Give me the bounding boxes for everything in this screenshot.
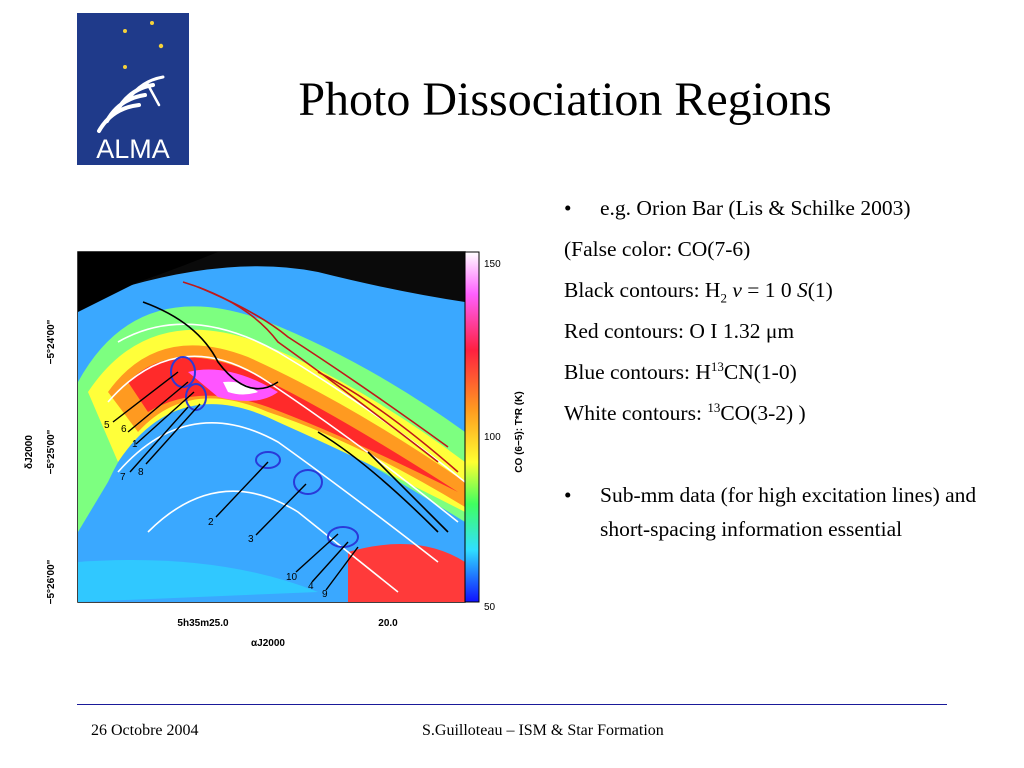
line-text: Blue contours: H xyxy=(564,360,711,384)
logo-text: ALMA xyxy=(96,134,170,164)
italic-text: S xyxy=(797,278,808,302)
colorbar-tick: 50 xyxy=(484,602,496,613)
bullet-text: e.g. Orion Bar (Lis & Schilke 2003) xyxy=(600,196,911,220)
y-tick: −5°26'00" xyxy=(46,559,57,604)
region-label: 6 xyxy=(121,424,127,435)
colorbar-tick: 150 xyxy=(484,259,501,270)
region-label: 4 xyxy=(308,581,314,592)
alma-logo: ALMA xyxy=(77,13,189,165)
colorbar-label: CO (6−5): T*R (K) xyxy=(514,391,525,472)
superscript: 13 xyxy=(707,399,721,415)
region-label: 3 xyxy=(248,534,254,545)
text-line: (False color: CO(7-6) xyxy=(564,237,751,261)
region-label: 10 xyxy=(286,572,298,583)
bullet-item: • e.g. Orion Bar (Lis & Schilke 2003) xyxy=(564,188,1022,229)
region-label: 7 xyxy=(120,472,126,483)
false-color-map xyxy=(78,252,465,602)
y-tick: −5°24'00" xyxy=(46,319,57,364)
x-axis-label: αJ2000 xyxy=(251,638,285,649)
region-label: 1 xyxy=(132,439,138,450)
orion-bar-figure: 5 6 1 7 8 2 3 10 4 9 150 100 50 CO (6−5)… xyxy=(24,251,525,649)
subscript: 2 xyxy=(720,290,727,306)
footer-date: 26 Octobre 2004 xyxy=(91,722,199,739)
star-icons xyxy=(123,21,164,69)
line-text: (1) xyxy=(807,278,833,302)
x-tick: 20.0 xyxy=(378,618,398,629)
bullet-text: Sub-mm data (for high excitation lines) … xyxy=(600,483,977,541)
region-label: 5 xyxy=(104,420,110,431)
superscript: 13 xyxy=(710,358,724,374)
footer-author: S.Guilloteau – ISM & Star Formation xyxy=(422,722,664,739)
line-text: = 1 0 xyxy=(741,278,798,302)
bullet-list: • e.g. Orion Bar (Lis & Schilke 2003) (Fa… xyxy=(564,188,1022,434)
colorbar-tick: 100 xyxy=(484,432,501,443)
line-text: CO(3-2) ) xyxy=(720,401,806,425)
region-label: 2 xyxy=(208,517,214,528)
region-label: 9 xyxy=(322,589,328,600)
text-line: Black contours: H2 v = 1 0 S(1) xyxy=(564,270,1022,311)
x-tick: 5h35m25.0 xyxy=(177,618,229,629)
y-tick: −5°25'00" xyxy=(46,429,57,474)
line-text: Black contours: H xyxy=(564,278,721,302)
text-line: White contours: 13CO(3-2) ) xyxy=(564,393,1022,434)
slide-title: Photo Dissociation Regions xyxy=(298,73,832,126)
footer-divider xyxy=(77,704,947,705)
italic-text: v xyxy=(732,278,742,302)
bullet-item: • Sub-mm data (for high excitation lines… xyxy=(564,478,1022,546)
line-text: White contours: xyxy=(564,401,708,425)
y-axis-label: δJ2000 xyxy=(24,435,35,469)
line-text: CN(1-0) xyxy=(723,360,797,384)
bullet-marker: • xyxy=(564,196,572,220)
region-label: 8 xyxy=(138,467,144,478)
text-line: Red contours: O I 1.32 μm xyxy=(564,319,795,343)
text-line: Blue contours: H13CN(1-0) xyxy=(564,352,1022,393)
bullet-marker: • xyxy=(564,483,572,507)
